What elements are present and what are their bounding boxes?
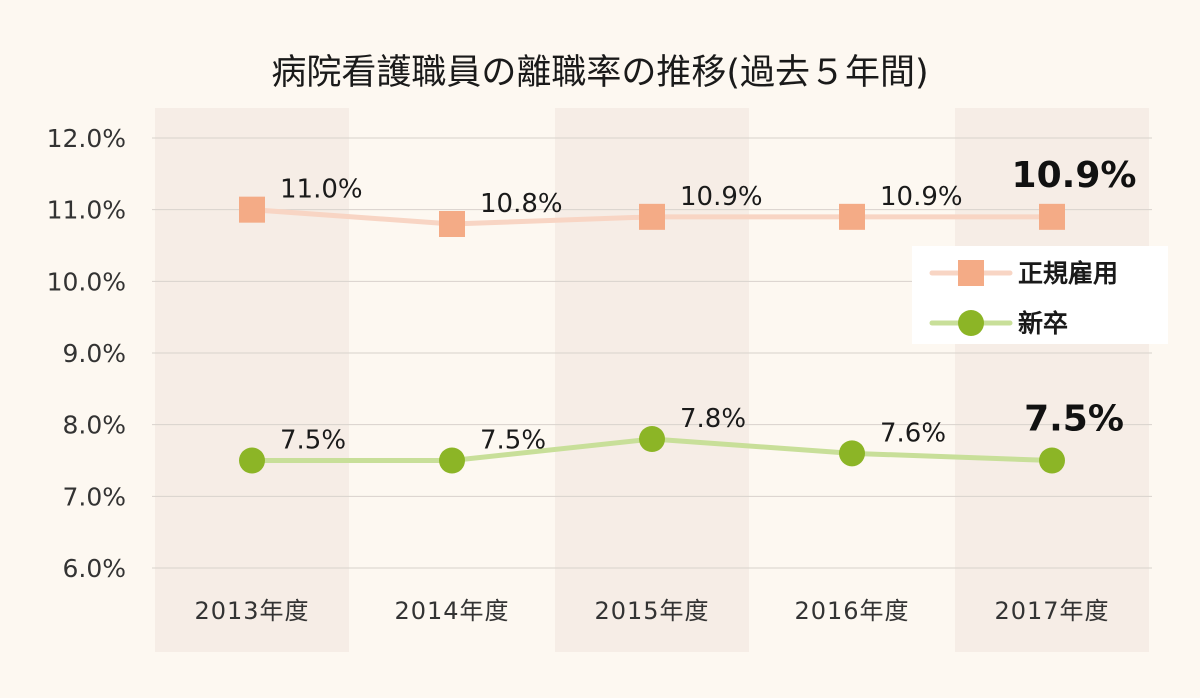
data-label: 7.5%: [1024, 399, 1124, 440]
y-tick-label: 11.0%: [47, 196, 126, 225]
data-point: [239, 196, 265, 223]
y-tick-label: 10.0%: [47, 267, 126, 296]
category-band: [555, 108, 749, 652]
x-tick-label: 2014年度: [394, 597, 509, 625]
data-point: [1039, 203, 1065, 230]
y-tick-label: 9.0%: [62, 339, 126, 368]
data-labels: 11.0% 10.8% 10.9% 10.9% 10.9% 7.5% 7.5% 7.8% 7.6…: [280, 155, 1136, 456]
data-label: 7.5%: [480, 426, 546, 456]
legend-label: 新卒: [1018, 309, 1068, 338]
data-label: 7.6%: [880, 418, 946, 448]
data-label: 10.8%: [480, 189, 563, 219]
data-point: [439, 447, 465, 474]
y-tick-label: 12.0%: [47, 124, 126, 153]
x-tick-label: 2015年度: [594, 597, 709, 625]
legend-box: [912, 246, 1168, 344]
data-label: 11.0%: [280, 175, 363, 205]
y-tick-label: 7.0%: [62, 482, 126, 511]
x-tick-label: 2016年度: [794, 597, 909, 625]
y-tick-label: 8.0%: [62, 411, 126, 440]
y-tick-label: 6.0%: [62, 554, 126, 583]
x-tick-label: 2013年度: [194, 597, 309, 625]
data-point: [239, 447, 265, 474]
data-point: [439, 211, 465, 237]
data-point: [839, 440, 865, 467]
data-label: 10.9%: [1012, 155, 1137, 196]
data-point: [839, 203, 865, 230]
gridlines: [152, 137, 1152, 569]
category-band: [955, 108, 1149, 652]
legend-label: 正規雇用: [1018, 259, 1118, 288]
data-point: [639, 203, 665, 230]
series-markers: [239, 196, 1065, 474]
legend-marker: [958, 310, 984, 336]
data-label: 7.5%: [280, 426, 346, 456]
data-label: 7.8%: [680, 404, 746, 434]
data-point: [639, 426, 665, 452]
chart-title: 病院看護職員の離職率の推移(過去５年間): [271, 53, 928, 93]
data-label: 10.9%: [880, 182, 963, 212]
x-axis-ticks: 2013年度 2014年度 2015年度 2016年度 2017年度: [194, 597, 1109, 625]
data-label: 10.9%: [680, 182, 763, 212]
legend-marker: [958, 260, 984, 286]
x-tick-label: 2017年度: [994, 597, 1109, 625]
y-axis-ticks: 12.0% 11.0% 10.0% 9.0% 8.0% 7.0% 6.0%: [47, 124, 126, 583]
data-point: [1039, 447, 1065, 474]
